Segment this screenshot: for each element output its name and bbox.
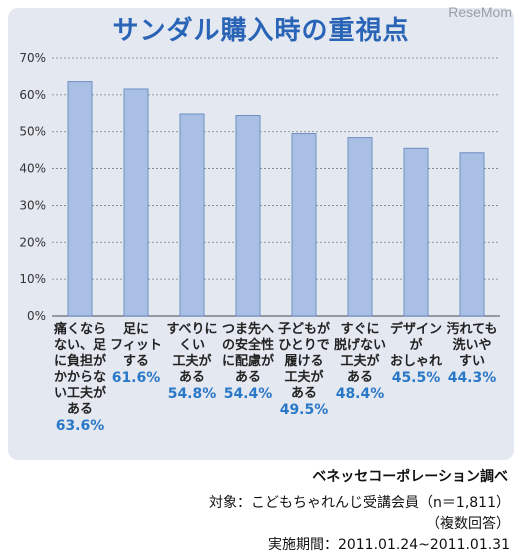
category-label: 汚れても 洗いや すい 44.3% [443, 322, 501, 386]
y-tick-label: 50% [19, 125, 46, 139]
value-label: 54.4% [223, 386, 273, 402]
subject-note: 対象：こどもちゃれんじ受講会員（n＝1,811） [209, 495, 510, 511]
category-text: つま先へ の安全性 に配慮が ある [221, 322, 274, 385]
chart-title: サンダル購入時の重視点 [112, 16, 410, 46]
category-text: デザイン が おしゃれ [389, 322, 442, 369]
category-label: 痛くなら ない、足 に負担が かからな い工夫が ある 63.6% [51, 322, 109, 434]
value-label: 48.4% [335, 386, 385, 402]
category-label: デザイン が おしゃれ 45.5% [387, 322, 445, 386]
category-text: すぐに 脱げない 工夫が ある [333, 322, 386, 385]
multiple-answer-note: （複数回答） [426, 516, 510, 532]
bar [459, 152, 485, 317]
category-text: 痛くなら ない、足 に負担が かからな い工夫が ある [53, 322, 106, 417]
value-label: 61.6% [111, 370, 161, 386]
category-text: 子どもが ひとりで 履ける 工夫が ある [277, 322, 330, 401]
bar [291, 133, 317, 317]
value-label: 45.5% [391, 370, 441, 386]
bar [403, 147, 429, 317]
category-label: つま先へ の安全性 に配慮が ある 54.4% [219, 322, 277, 402]
y-tick-label: 20% [19, 235, 46, 249]
value-label: 54.8% [167, 386, 217, 402]
bar [67, 81, 93, 317]
y-tick-label: 0% [27, 309, 46, 323]
category-text: 足に フィット する [110, 322, 162, 369]
y-tick-label: 30% [19, 198, 46, 212]
y-tick-label: 60% [19, 88, 46, 102]
watermark: ReseMom [448, 4, 512, 20]
category-text: すべりに くい 工夫が ある [166, 322, 218, 385]
source-note: ベネッセコーポレーション調べ [312, 469, 508, 485]
bar [347, 137, 373, 317]
y-tick-label: 70% [19, 51, 46, 65]
value-label: 44.3% [447, 370, 497, 386]
category-label: すべりに くい 工夫が ある 54.8% [163, 322, 221, 402]
category-label: すぐに 脱げない 工夫が ある 48.4% [331, 322, 389, 402]
category-label: 子どもが ひとりで 履ける 工夫が ある 49.5% [275, 322, 333, 418]
bar [179, 113, 205, 317]
y-tick-label: 10% [19, 272, 46, 286]
y-tick-label: 40% [19, 162, 46, 176]
category-label: 足に フィット する 61.6% [107, 322, 165, 386]
category-text: 汚れても 洗いや すい [446, 322, 498, 369]
value-label: 49.5% [279, 402, 329, 418]
value-label: 63.6% [55, 418, 105, 434]
period-note: 実施期間：2011.01.24~2011.01.31 [267, 537, 510, 553]
bar [235, 114, 261, 317]
bar [123, 88, 149, 317]
